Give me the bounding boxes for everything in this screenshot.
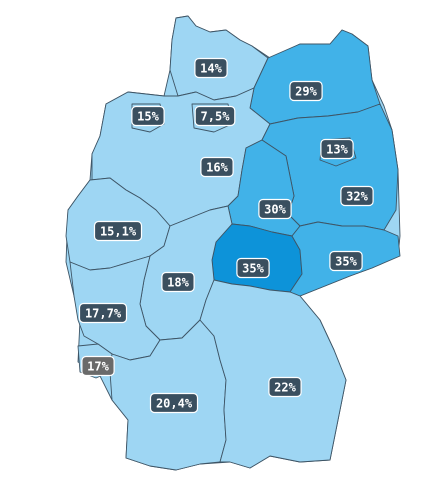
badge-bremen xyxy=(131,105,165,127)
badge-label-mecklenburg-vorpommern: 29% xyxy=(295,85,317,99)
badge-saarland xyxy=(81,355,115,377)
badge-label-schleswig-holstein: 14% xyxy=(200,62,222,76)
badge-label-saarland: 17% xyxy=(87,360,109,374)
badge-baden-wuerttemberg xyxy=(149,392,199,414)
badge-schleswig-holstein xyxy=(194,57,228,79)
badge-hamburg xyxy=(194,105,236,127)
badge-label-baden-wuerttemberg: 20,4% xyxy=(156,397,193,411)
badge-label-berlin: 13% xyxy=(326,143,348,157)
region-mecklenburg-vorpommern[interactable] xyxy=(249,29,381,125)
badge-berlin xyxy=(320,138,354,160)
badge-niedersachsen xyxy=(200,156,234,178)
badge-hessen xyxy=(161,271,195,293)
badge-sachsen-anhalt xyxy=(258,198,292,220)
badge-sachsen xyxy=(329,250,363,272)
badge-label-brandenburg: 32% xyxy=(346,190,368,204)
badge-label-sachsen: 35% xyxy=(335,255,357,269)
region-bayern[interactable] xyxy=(199,279,347,469)
badge-label-bayern: 22% xyxy=(274,381,296,395)
badge-label-niedersachsen: 16% xyxy=(206,161,228,175)
badge-label-thueringen: 35% xyxy=(242,262,264,276)
badge-label-nordrhein-westfalen: 15,1% xyxy=(100,225,137,239)
badge-rheinland-pfalz xyxy=(78,302,128,324)
badge-label-sachsen-anhalt: 30% xyxy=(264,203,286,217)
badge-nordrhein-westfalen xyxy=(93,220,143,242)
badge-label-rheinland-pfalz: 17,7% xyxy=(85,307,122,321)
badge-label-hessen: 18% xyxy=(167,276,189,290)
badge-brandenburg xyxy=(340,185,374,207)
value-badges: 14% 29% 15% 7,5% 13% 16% 32% 30% 15,1% 35% 35% 18% 1… xyxy=(78,57,374,414)
badge-label-bremen: 15% xyxy=(137,110,159,124)
badge-bayern xyxy=(268,376,302,398)
badge-label-hamburg: 7,5% xyxy=(201,110,231,124)
badge-mecklenburg-vorpommern xyxy=(289,80,323,102)
badge-thueringen xyxy=(236,257,270,279)
